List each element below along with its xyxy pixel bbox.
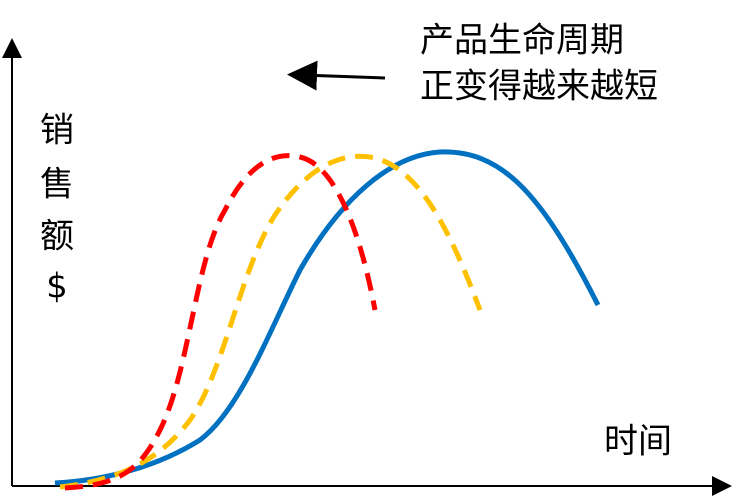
y-axis-label: 额 [40,217,74,257]
x-axis-label: 时间 [604,422,672,462]
annotation-line: 产品生命周期 [420,21,624,61]
earlier-curve [59,153,483,490]
y-axis-label: $ [46,267,68,307]
annotation-arrow [287,60,386,91]
current-curve [54,149,601,486]
y-axis-label: 售 [40,165,74,205]
shorter-curve [64,153,378,491]
y-axis-label: 销 [40,111,74,151]
annotation-line: 正变得越来越短 [420,67,658,107]
